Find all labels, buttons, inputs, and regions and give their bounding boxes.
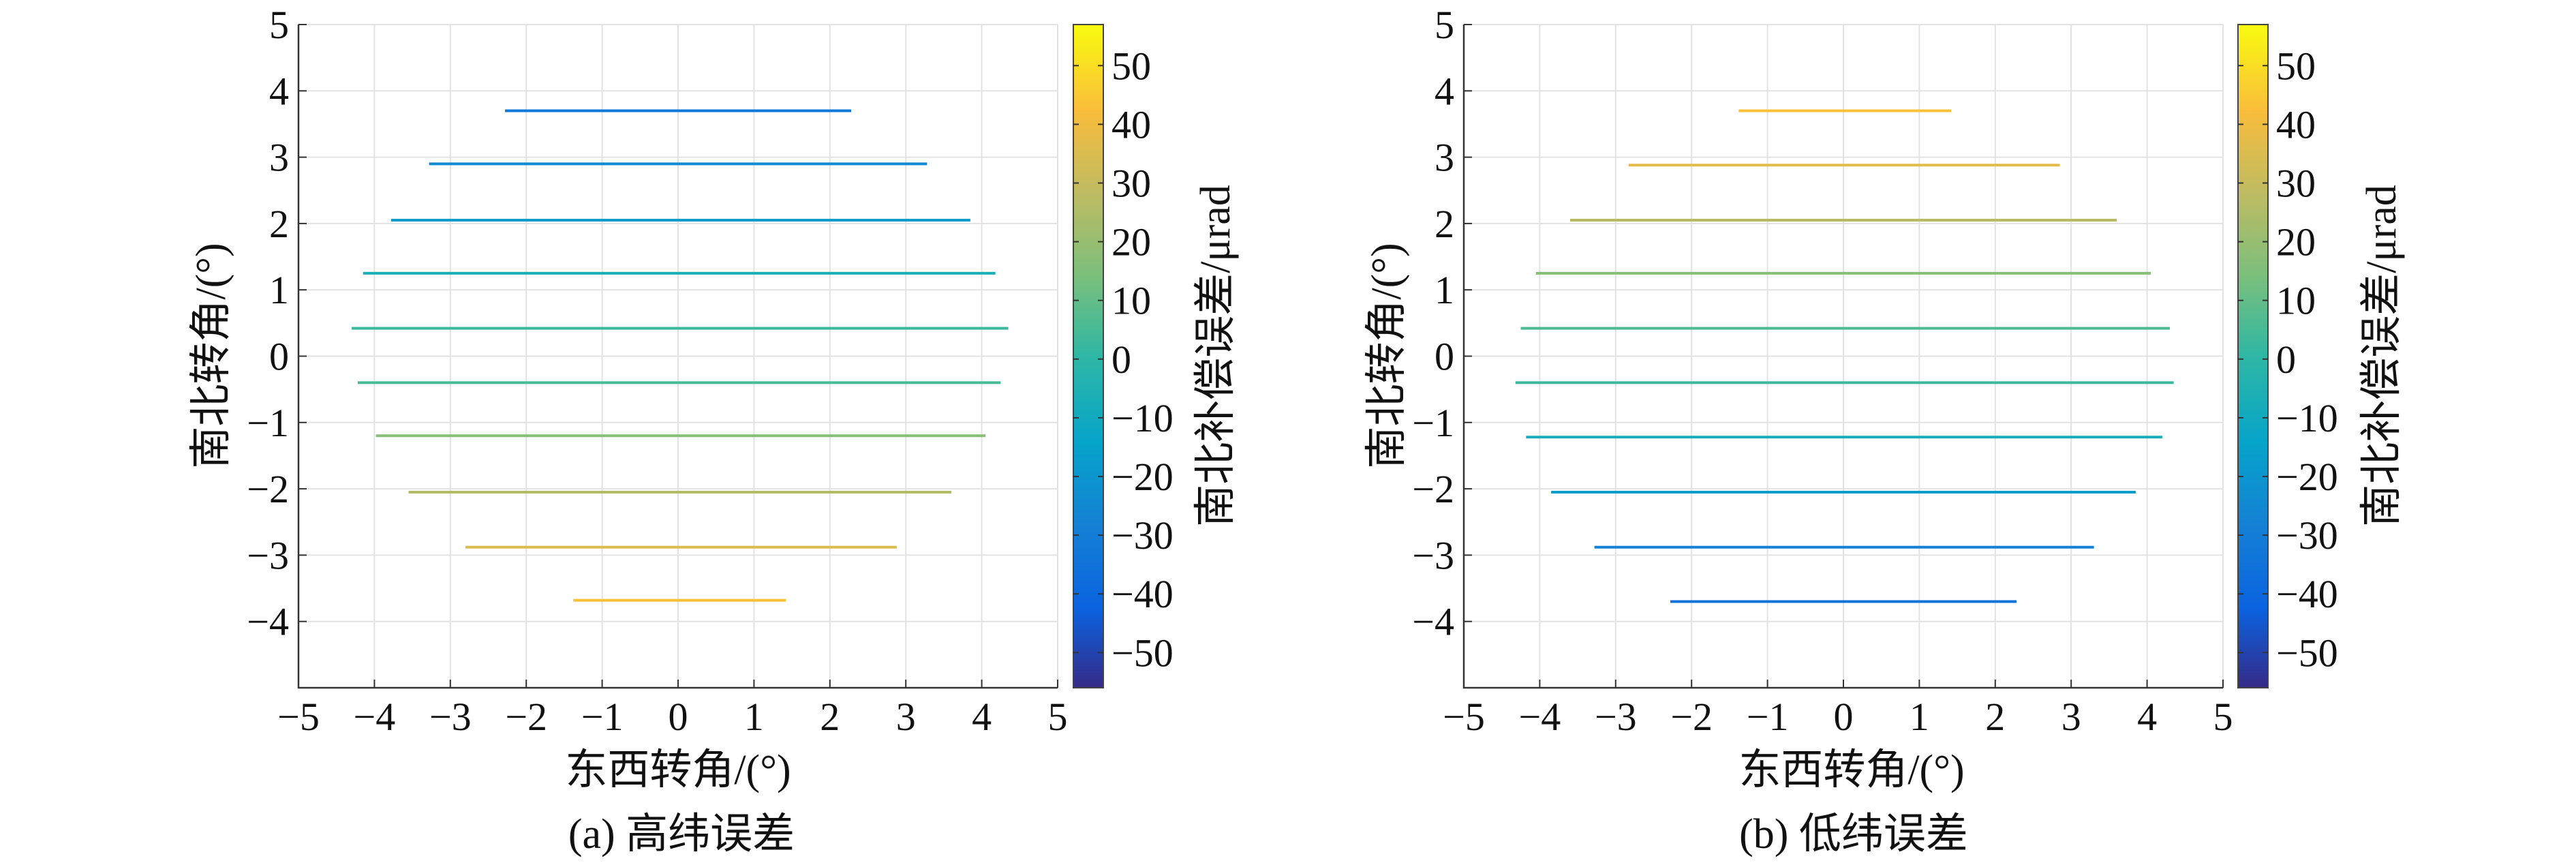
y-axis-label: 南北转角/(°) [188, 243, 234, 468]
y-tick-label: 0 [1435, 335, 1454, 379]
panel-caption: (a) 高纬误差 [568, 811, 795, 858]
y-tick-label: 5 [269, 3, 289, 47]
colorbar-tick-label: −40 [1111, 572, 1174, 616]
x-tick-label: −5 [1443, 695, 1485, 739]
y-tick-label: 4 [269, 69, 289, 113]
colorbar-tick-label: −40 [2276, 572, 2338, 616]
colorbar-tick-label: 30 [1111, 161, 1151, 205]
colorbar-tick-label: −30 [1111, 513, 1174, 558]
x-tick-label: 0 [1834, 695, 1854, 739]
colorbar-ticks: −50 −40 −30 −20 −10 0 10 20 30 40 50 [2238, 44, 2338, 675]
y-tick-label: −4 [1412, 600, 1454, 644]
colorbar-tick-label: 0 [1111, 337, 1131, 382]
colorbar-tick-label: 10 [2276, 279, 2316, 323]
colorbar-tick-label: 10 [1111, 279, 1151, 323]
y-tick-label: 1 [269, 268, 289, 312]
x-tick-label: −4 [1519, 695, 1561, 739]
colorbar-tick-label: −50 [1111, 631, 1174, 675]
y-tick-label: −4 [247, 600, 289, 644]
colorbar-tick-label: −30 [2276, 513, 2338, 558]
x-tick-label: −4 [354, 695, 396, 739]
x-tick-label: 5 [2213, 695, 2233, 739]
colorbar-label: 南北补偿误差/μrad [1193, 185, 1239, 527]
plot-area: −5 −4 −3 −2 −1 0 1 2 3 4 5 −4 −3 −2 −1 0 1 2 3 4 5 [1412, 3, 2233, 739]
y-tick-label: −2 [247, 467, 289, 511]
x-tick-label: −3 [1595, 695, 1637, 739]
y-tick-label: 0 [269, 335, 289, 379]
y-tick-label: −2 [1412, 467, 1454, 511]
y-tick-label: −1 [1412, 401, 1454, 445]
x-tick-label: −2 [1670, 695, 1713, 739]
colorbar [1073, 24, 1104, 688]
x-tick-label: 3 [2061, 695, 2081, 739]
x-tick-label: 4 [972, 695, 992, 739]
colorbar-tick-label: 50 [2276, 44, 2316, 88]
y-tick-label: 5 [1435, 3, 1454, 47]
colorbar-tick-label: 40 [1111, 102, 1151, 147]
y-axis-label: 南北转角/(°) [1364, 243, 1410, 468]
colorbar [2237, 24, 2269, 688]
y-tick-label: −3 [247, 533, 289, 577]
plot-area: −5 −4 −3 −2 −1 0 1 2 3 4 5 −4 −3 −2 −1 0 1 2 3 4 5 [247, 3, 1067, 739]
colorbar-tick-label: 0 [2276, 337, 2296, 382]
panel-caption: (b) 低纬误差 [1739, 811, 1968, 858]
y-tick-label: 4 [1435, 69, 1454, 113]
x-tick-label: 2 [1985, 695, 2005, 739]
y-tick-label: −3 [1412, 533, 1454, 577]
colorbar-tick-label: 40 [2276, 102, 2316, 147]
y-tick-label: 3 [1435, 136, 1454, 180]
x-axis-label: 东西转角/(°) [1738, 747, 1964, 793]
colorbar-label: 南北补偿误差/μrad [2359, 185, 2405, 527]
x-tick-label: −5 [277, 695, 320, 739]
x-tick-label: 0 [669, 695, 688, 739]
x-tick-label: 1 [744, 695, 764, 739]
colorbar-tick-label: 30 [2276, 161, 2316, 205]
y-tick-label: 1 [1435, 268, 1454, 312]
colorbar-tick-label: 20 [2276, 220, 2316, 264]
colorbar-tick-label: −20 [2276, 455, 2338, 499]
y-tick-label: 3 [269, 136, 289, 180]
colorbar-ticks: −50 −40 −30 −20 −10 0 10 20 30 40 50 [1073, 44, 1174, 675]
colorbar-tick-label: 20 [1111, 220, 1151, 264]
colorbar-tick-label: 50 [1111, 44, 1151, 88]
y-tick-label: 2 [1435, 202, 1454, 246]
x-tick-label: −1 [1747, 695, 1789, 739]
colorbar-tick-label: −50 [2276, 631, 2338, 675]
y-tick-label: −1 [247, 401, 289, 445]
x-tick-label: 2 [820, 695, 840, 739]
x-tick-label: 3 [896, 695, 916, 739]
y-tick-label: 2 [269, 202, 289, 246]
x-tick-label: 1 [1910, 695, 1929, 739]
x-tick-label: −2 [505, 695, 547, 739]
colorbar-tick-label: −10 [2276, 396, 2338, 440]
x-tick-label: 5 [1048, 695, 1068, 739]
colorbar-tick-label: −10 [1111, 396, 1174, 440]
x-axis-label: 东西转角/(°) [565, 747, 791, 793]
x-tick-label: −3 [429, 695, 472, 739]
x-tick-label: −1 [581, 695, 624, 739]
colorbar-tick-label: −20 [1111, 455, 1174, 499]
x-tick-label: 4 [2137, 695, 2157, 739]
